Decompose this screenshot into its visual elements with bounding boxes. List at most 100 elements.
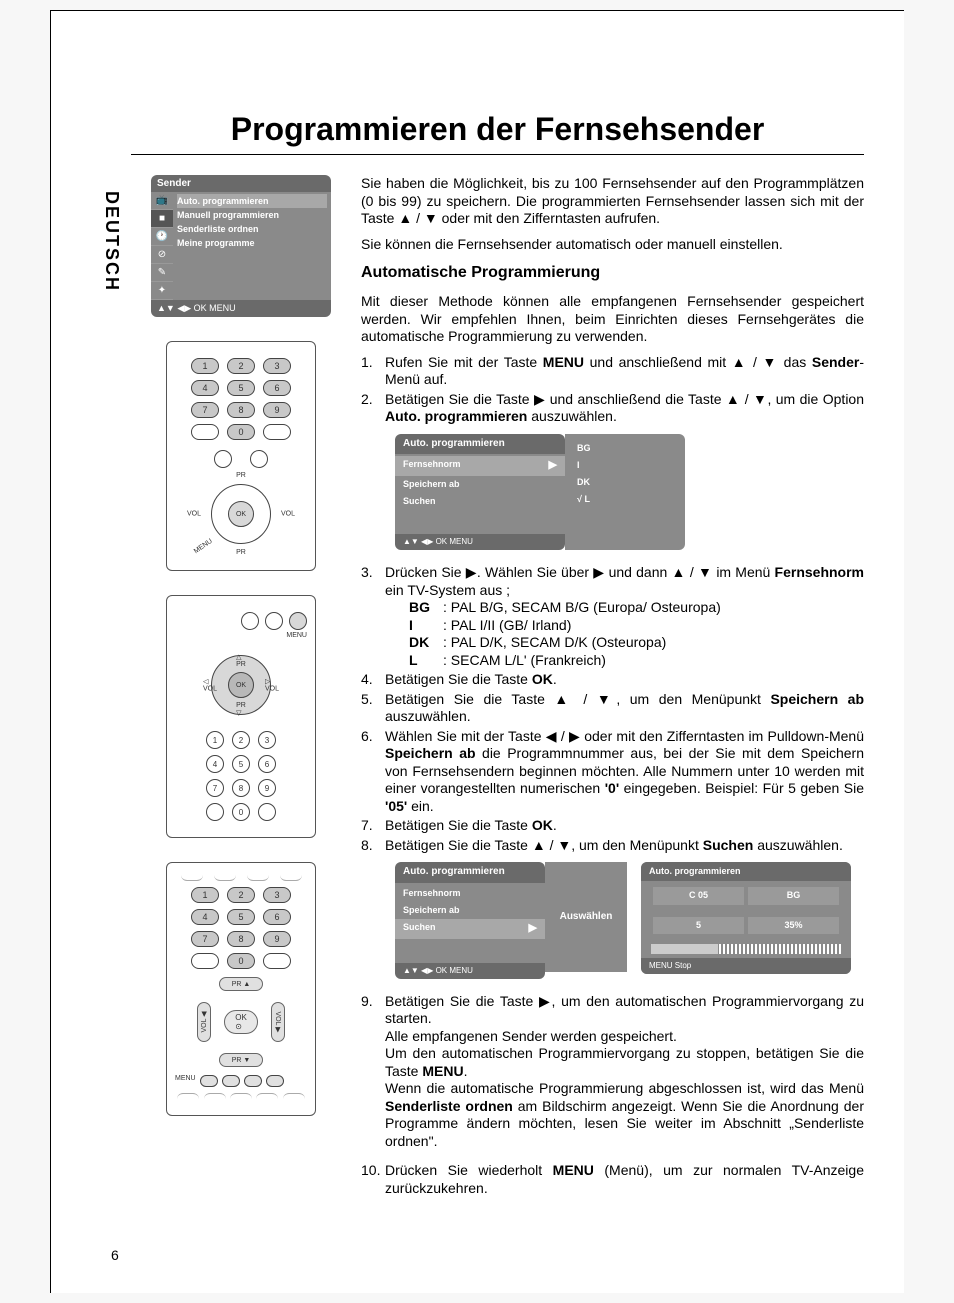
manual-page: DEUTSCH Programmieren der Fernsehsender …: [50, 10, 904, 1293]
remote-circle-button: [241, 612, 259, 630]
step-text: Drücken Sie wiederholt MENU (Menü), um z…: [385, 1162, 864, 1197]
pr-label: △PR: [236, 653, 246, 668]
num-button: 6: [263, 909, 291, 925]
num-button: 7: [206, 779, 224, 797]
vol-label: VOL: [187, 511, 201, 518]
remote-button: [244, 1075, 262, 1087]
page-number: 6: [111, 1247, 119, 1263]
num-button: [263, 424, 291, 440]
pr-up-button: PR ▲: [219, 977, 263, 991]
num-button: 1: [191, 887, 219, 903]
num-button: 0: [227, 424, 255, 440]
osd-value: C 05: [653, 887, 744, 904]
step-text: Betätigen Sie die Taste OK.: [385, 817, 864, 835]
osd-option: BG: [577, 440, 685, 457]
num-button: 0: [227, 953, 255, 969]
num-button: 9: [258, 779, 276, 797]
menu-icon: 📺: [151, 192, 173, 210]
steps-list: 9.Betätigen Sie die Taste ▶, um den auto…: [361, 993, 864, 1151]
vol-left-button: VOL ◀: [197, 1002, 211, 1042]
pr-label: PR: [236, 472, 246, 479]
num-button: 3: [263, 887, 291, 903]
num-button: [191, 953, 219, 969]
menu-label: MENU: [175, 1075, 196, 1087]
num-button: 8: [232, 779, 250, 797]
num-button: 5: [232, 755, 250, 773]
osd-title: Auto. programmieren: [395, 434, 565, 455]
steps-list: 10.Drücken Sie wiederholt MENU (Menü), u…: [361, 1162, 864, 1197]
num-button: 4: [191, 909, 219, 925]
num-button: 3: [263, 358, 291, 374]
num-button: 9: [263, 931, 291, 947]
tv-system: : PAL B/G, SECAM B/G (Europa/ Osteuropa): [443, 599, 721, 617]
osd-value: 5: [653, 917, 744, 934]
pr-down-button: PR ▼: [219, 1053, 263, 1067]
ok-button: OK⊙: [224, 1010, 258, 1034]
ok-button: OK: [228, 672, 254, 698]
osd-option: DK: [577, 474, 685, 491]
num-button: 8: [227, 402, 255, 418]
progress-bar: [651, 944, 841, 954]
step-text: Rufen Sie mit der Taste MENU und anschli…: [385, 354, 864, 389]
step-text: Wählen Sie mit der Taste ◀ / ▶ oder mit …: [385, 728, 864, 816]
auto-text: Mit dieser Methode können alle empfangen…: [361, 293, 864, 346]
language-tab: DEUTSCH: [101, 191, 122, 292]
remote-circle-button: [258, 803, 276, 821]
section-heading: Automatische Programmierung: [361, 263, 864, 283]
menu-icon: 🕐: [151, 228, 173, 246]
num-button: [263, 953, 291, 969]
sender-menu-mockup: Sender 📺 ■ 🕐 ⊘ ✎ ✦ Auto. programmieren M…: [151, 175, 331, 317]
vol-label: ◁VOL: [203, 678, 217, 693]
intro-text: Sie können die Fernsehsender automatisch…: [361, 236, 864, 254]
remote-button: [266, 1075, 284, 1087]
tv-system: : SECAM L/L' (Frankreich): [443, 652, 606, 670]
num-button: 6: [263, 380, 291, 396]
sender-item: Senderliste ordnen: [177, 222, 327, 236]
num-button: 0: [232, 803, 250, 821]
menu-icon: ✎: [151, 264, 173, 282]
num-button: 9: [263, 402, 291, 418]
sender-item: Manuell programmieren: [177, 208, 327, 222]
menu-label: MENU: [193, 538, 214, 556]
osd-footer: ▲▼ ◀▶ OK MENU: [395, 963, 545, 979]
osd-option-selected: L: [577, 491, 685, 508]
num-button: 4: [191, 380, 219, 396]
osd-footer: ▲▼ ◀▶ OK MENU: [395, 534, 565, 550]
osd-value: BG: [748, 887, 839, 904]
page-title: Programmieren der Fernsehsender: [131, 111, 864, 155]
steps-list: 3. Drücken Sie ▶. Wählen Sie über ▶ und …: [361, 564, 864, 854]
num-button: 8: [227, 931, 255, 947]
step-text: Betätigen Sie die Taste ▲ / ▼, um den Me…: [385, 837, 864, 855]
num-button: 1: [191, 358, 219, 374]
osd-menu-1: Auto. programmieren Fernsehnorm▶ Speiche…: [395, 434, 715, 551]
num-button: 2: [227, 887, 255, 903]
remote-circle-button: [206, 803, 224, 821]
osd-option: I: [577, 457, 685, 474]
remote-diagram-2: MENU OK △PR PR▽ ◁VOL ▷VOL 123 456 789 0: [166, 595, 316, 838]
vol-label: VOL: [281, 511, 295, 518]
remote-circle-button: [265, 612, 283, 630]
num-button: 5: [227, 380, 255, 396]
menu-icon: ■: [151, 210, 173, 228]
menu-icon: ✦: [151, 282, 173, 300]
tv-system: : PAL I/II (GB/ Irland): [443, 617, 571, 635]
osd-item: Speichern ab: [395, 902, 545, 919]
tv-system: : PAL D/K, SECAM D/K (Osteuropa): [443, 634, 666, 652]
step-text: Betätigen Sie die Taste ▲ / ▼, um den Me…: [385, 691, 864, 726]
num-button: 7: [191, 402, 219, 418]
step-text: Betätigen Sie die Taste ▶, um den automa…: [385, 993, 864, 1151]
intro-text: Sie haben die Möglichkeit, bis zu 100 Fe…: [361, 175, 864, 228]
dpad: OK: [211, 484, 271, 544]
step-text: Betätigen Sie die Taste OK.: [385, 671, 864, 689]
right-column: Sie haben die Möglichkeit, bis zu 100 Fe…: [361, 175, 864, 1199]
menu-label: MENU: [175, 632, 307, 639]
num-button: 2: [227, 358, 255, 374]
menu-icon: ⊘: [151, 246, 173, 264]
osd-item: Fernsehnorm▶: [395, 456, 565, 476]
vol-right-button: VOL ▶: [271, 1002, 285, 1042]
step-text: Drücken Sie ▶. Wählen Sie über ▶ und dan…: [385, 564, 864, 669]
num-button: [191, 424, 219, 440]
osd-item: Suchen: [395, 493, 565, 510]
num-button: 7: [191, 931, 219, 947]
left-column: Sender 📺 ■ 🕐 ⊘ ✎ ✦ Auto. programmieren M…: [151, 175, 331, 1199]
